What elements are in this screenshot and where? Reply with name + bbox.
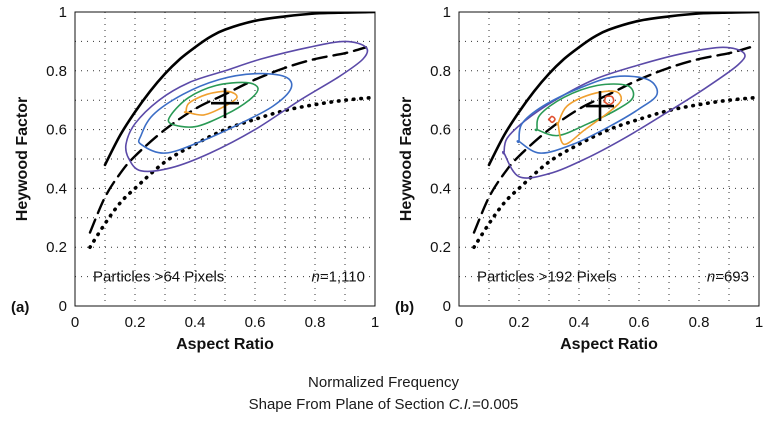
particle-filter-annotation: Particles >192 Pixels [477,269,617,286]
caption-ci-label: C.I. [448,396,473,413]
contour-line [501,46,746,179]
sample-size-symbol: n [707,269,715,286]
y-axis-label: Heywood Factor [398,97,415,221]
contour-line [167,81,259,128]
y-tick-label: 0.4 [46,180,67,197]
reference-curve-solid [487,12,759,167]
x-axis-label: Aspect Ratio [560,336,658,353]
y-tick-label: 0.2 [430,239,451,256]
y-tick-label: 0.4 [430,180,451,197]
y-tick-label: 1 [59,4,67,21]
y-tick-label: 1 [443,4,451,21]
sample-size-symbol: n [311,269,319,286]
sample-size-annotation: n=693 [707,269,749,286]
sample-size-value: =1,110 [320,269,365,286]
x-tick-label: 0.2 [509,314,530,331]
contour-line [603,95,615,106]
reference-curve-solid [103,12,375,167]
x-tick-label: 0.6 [245,314,266,331]
panel-label: (a) [11,299,29,316]
plot-frame [458,11,760,307]
sample-size-value: =693 [715,269,749,286]
grid [75,12,375,306]
y-tick-label: 0 [59,298,67,315]
panel-a: 0 0.2 0.4 0.6 0.8 1 0 0.2 0.4 0.6 0.8 1 Aspect Ratio… [11,4,379,353]
reference-curve-dashed [472,46,752,234]
contour-line [556,90,623,146]
contour-line [547,115,556,124]
reference-curve-dotted [88,95,375,249]
caption-line-1: Normalized Frequency [308,374,459,391]
x-tick-label: 0.8 [305,314,326,331]
x-tick-label: 0.2 [125,314,146,331]
panel-b: 0 0.2 0.4 0.6 0.8 1 0 0.2 0.4 0.6 0.8 1 Aspect Ratio… [395,4,763,353]
plot-area [472,12,759,249]
figure: 0 0.2 0.4 0.6 0.8 1 0 0.2 0.4 0.6 0.8 1 Aspect Ratio… [11,4,763,353]
plot-area [88,12,375,249]
x-tick-label: 1 [371,314,379,331]
y-tick-label: 0.2 [46,239,67,256]
contour-line [137,72,293,154]
contour-line [124,40,369,173]
y-tick-label: 0.8 [46,63,67,80]
x-tick-label: 0 [71,314,79,331]
y-axis-label: Heywood Factor [14,97,31,221]
y-tick-label: 0.6 [46,122,67,139]
x-tick-label: 0 [455,314,463,331]
y-tick-label: 0.8 [430,63,451,80]
x-axis-label: Aspect Ratio [176,336,274,353]
grid [459,12,759,306]
plot-frame [74,11,376,307]
caption-ci-value: =0.005 [472,396,519,413]
contour-line [183,90,238,116]
reference-curve-dotted [472,95,759,249]
x-tick-label: 1 [755,314,763,331]
y-tick-label: 0 [443,298,451,315]
particle-filter-annotation: Particles >64 Pixels [93,269,224,286]
x-tick-label: 0.4 [569,314,590,331]
sample-size-annotation: n=1,110 [311,269,365,286]
panel-label: (b) [395,299,414,316]
contour-line [516,75,659,154]
y-tick-label: 0.6 [430,122,451,139]
caption-prefix: Shape From Plane of Section [248,396,449,413]
contour-line [534,83,635,137]
reference-curve-dashed [88,46,368,234]
x-tick-label: 0.4 [185,314,206,331]
x-tick-label: 0.8 [689,314,710,331]
caption-line-2: Shape From Plane of Section C.I.=0.005 [0,396,767,413]
x-tick-label: 0.6 [629,314,650,331]
